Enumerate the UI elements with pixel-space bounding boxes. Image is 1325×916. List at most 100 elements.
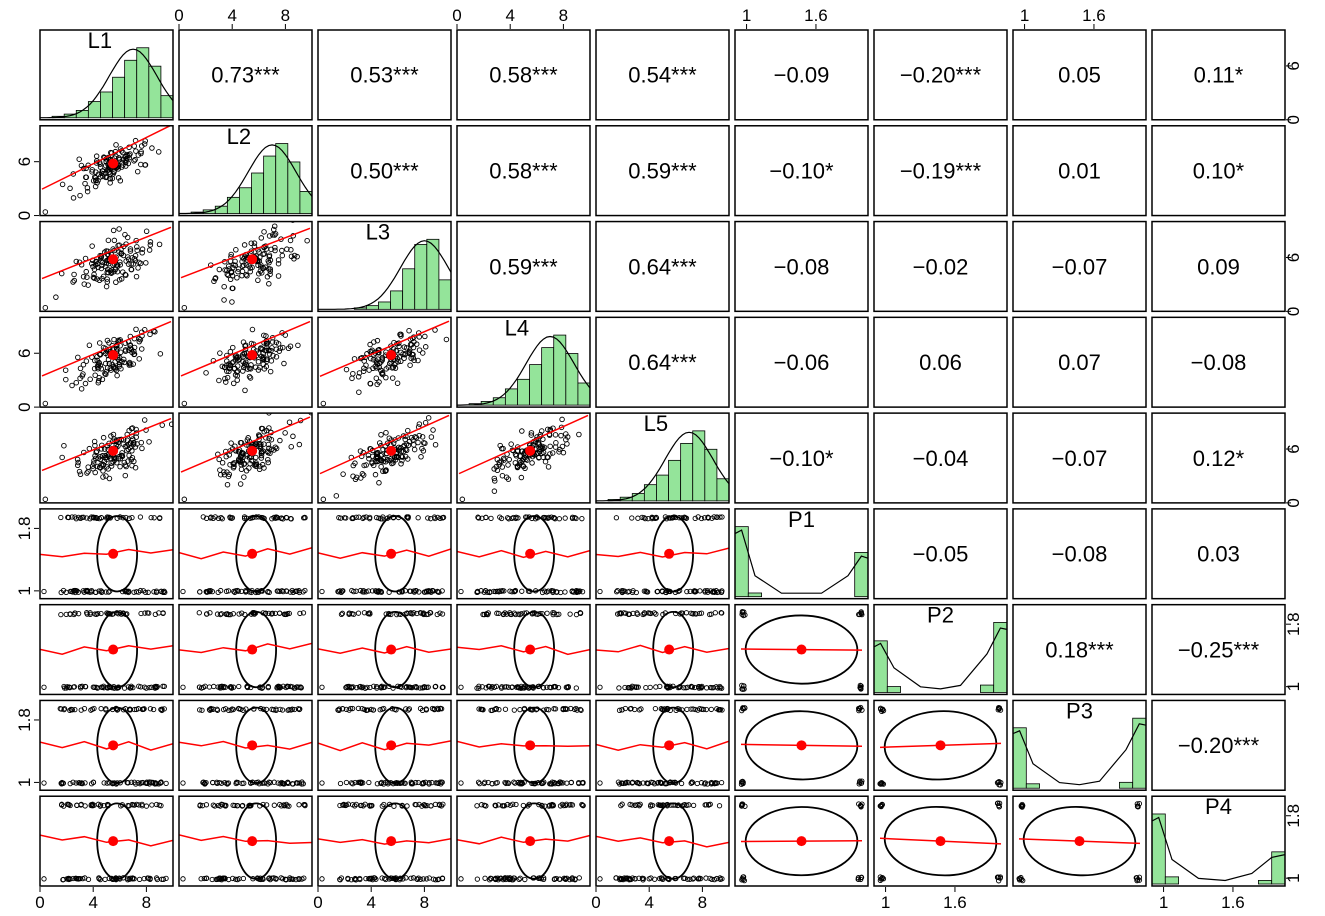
panel-3-4: 0.64*** <box>596 317 729 407</box>
svg-text:1: 1 <box>15 778 34 787</box>
panel-5-4 <box>596 509 729 599</box>
panel-3-3: L4 <box>457 315 590 407</box>
panel-8-3 <box>457 796 590 886</box>
svg-text:8: 8 <box>559 6 568 25</box>
corr-L1-P1: −0.09 <box>774 63 830 88</box>
panel-8-4 <box>596 796 729 886</box>
panel-7-0 <box>40 700 173 790</box>
panel-5-8: 0.03 <box>1152 509 1285 599</box>
corr-L3-L5: 0.64*** <box>628 254 697 279</box>
corr-L2-P4: 0.10* <box>1193 158 1245 183</box>
corr-L4-L5: 0.64*** <box>628 350 697 375</box>
pairs-plot: 04804811.611.604804804811.611.6060611.81… <box>0 0 1325 916</box>
svg-text:1.6: 1.6 <box>804 6 828 25</box>
panel-8-7 <box>1013 796 1146 886</box>
corr-L4-P2: 0.06 <box>919 350 962 375</box>
svg-text:1: 1 <box>1284 682 1303 691</box>
corr-L5-P2: −0.04 <box>913 446 969 471</box>
panel-2-2: L3 <box>318 220 451 312</box>
panel-6-8: −0.25*** <box>1152 605 1285 695</box>
panel-3-5: −0.06 <box>735 317 868 407</box>
svg-text:6: 6 <box>15 349 34 358</box>
svg-text:6: 6 <box>15 157 34 166</box>
panel-8-1 <box>179 796 312 886</box>
panel-5-7: −0.08 <box>1013 509 1146 599</box>
corr-L1-L2: 0.73*** <box>211 63 280 88</box>
panel-0-6: −0.20*** <box>874 30 1007 120</box>
panel-7-5 <box>735 700 868 790</box>
svg-text:1: 1 <box>1284 873 1303 882</box>
diag-label-P1: P1 <box>788 507 815 532</box>
svg-text:4: 4 <box>227 6 236 25</box>
svg-text:6: 6 <box>1284 61 1303 70</box>
panel-4-3 <box>457 413 590 503</box>
svg-text:8: 8 <box>281 6 290 25</box>
svg-text:0: 0 <box>15 402 34 411</box>
corr-L2-P2: −0.19*** <box>900 158 982 183</box>
corr-L1-P4: 0.11* <box>1194 63 1244 88</box>
panel-6-0 <box>40 605 173 695</box>
panel-2-8: 0.09 <box>1152 222 1285 312</box>
panel-4-2 <box>318 413 451 503</box>
corr-L4-P4: −0.08 <box>1191 350 1247 375</box>
panel-0-4: 0.54*** <box>596 30 729 120</box>
corr-L4-P3: 0.07 <box>1058 350 1101 375</box>
corr-L3-P2: −0.02 <box>913 254 969 279</box>
corr-L5-P1: −0.10* <box>769 446 834 471</box>
svg-text:0: 0 <box>1284 498 1303 507</box>
panel-6-5 <box>735 605 868 695</box>
svg-text:6: 6 <box>1284 444 1303 453</box>
panel-3-7: 0.07 <box>1013 317 1146 407</box>
corr-P3-P4: −0.20*** <box>1178 733 1260 758</box>
panel-8-2 <box>318 796 451 886</box>
panel-0-8: 0.11* <box>1152 30 1285 120</box>
panel-6-6: P2 <box>874 603 1007 695</box>
panel-3-1 <box>179 317 312 407</box>
panel-5-2 <box>318 509 451 599</box>
svg-text:4: 4 <box>366 893 375 912</box>
corr-L2-L5: 0.59*** <box>628 158 697 183</box>
panel-1-4: 0.59*** <box>596 126 729 216</box>
panel-2-6: −0.02 <box>874 222 1007 312</box>
panel-7-6 <box>874 700 1007 790</box>
diag-label-L5: L5 <box>644 411 668 436</box>
svg-text:1.8: 1.8 <box>15 517 34 541</box>
corr-L2-P3: 0.01 <box>1058 158 1101 183</box>
panel-1-7: 0.01 <box>1013 126 1146 216</box>
panel-6-1 <box>179 605 312 695</box>
corr-L3-P4: 0.09 <box>1197 254 1240 279</box>
corr-P2-P3: 0.18*** <box>1045 637 1114 662</box>
panel-4-5: −0.10* <box>735 413 868 503</box>
panel-5-0 <box>40 509 173 599</box>
panel-5-3 <box>457 509 590 599</box>
svg-text:1: 1 <box>1020 6 1029 25</box>
svg-text:1.8: 1.8 <box>1284 612 1303 636</box>
corr-L2-P1: −0.10* <box>769 158 834 183</box>
corr-L3-L4: 0.59*** <box>489 254 558 279</box>
diag-label-P4: P4 <box>1205 794 1232 819</box>
panel-0-2: 0.53*** <box>318 30 451 120</box>
svg-text:1: 1 <box>742 6 751 25</box>
svg-text:1: 1 <box>15 586 34 595</box>
corr-L1-L4: 0.58*** <box>489 63 558 88</box>
svg-text:1.6: 1.6 <box>943 893 967 912</box>
svg-text:1.6: 1.6 <box>1082 6 1106 25</box>
panel-1-1: L2 <box>179 124 312 216</box>
diag-label-L3: L3 <box>366 220 390 245</box>
panel-4-6: −0.04 <box>874 413 1007 503</box>
panel-4-8: 0.12* <box>1152 413 1285 503</box>
panel-2-3: 0.59*** <box>457 222 590 312</box>
svg-text:8: 8 <box>142 893 151 912</box>
panel-1-3: 0.58*** <box>457 126 590 216</box>
diag-label-L4: L4 <box>505 315 529 340</box>
panel-6-2 <box>318 605 451 695</box>
panel-5-6: −0.05 <box>874 509 1007 599</box>
panel-0-5: −0.09 <box>735 30 868 120</box>
panel-2-5: −0.08 <box>735 222 868 312</box>
corr-P1-P4: 0.03 <box>1197 542 1240 567</box>
panel-5-1 <box>179 509 312 599</box>
corr-P2-P4: −0.25*** <box>1178 637 1260 662</box>
svg-text:1: 1 <box>881 893 890 912</box>
panel-4-1 <box>179 410 313 503</box>
panel-4-7: −0.07 <box>1013 413 1146 503</box>
